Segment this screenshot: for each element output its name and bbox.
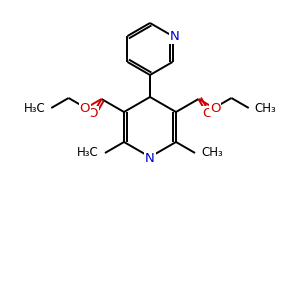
Text: CH₃: CH₃ [255,101,277,115]
Text: N: N [145,152,155,164]
Text: H₃C: H₃C [23,101,45,115]
Text: H₃C: H₃C [77,146,99,160]
Text: O: O [202,107,213,120]
Text: CH₃: CH₃ [201,146,223,160]
Text: O: O [210,101,220,115]
Text: N: N [169,29,179,43]
Text: O: O [80,101,90,115]
Text: O: O [87,107,98,120]
